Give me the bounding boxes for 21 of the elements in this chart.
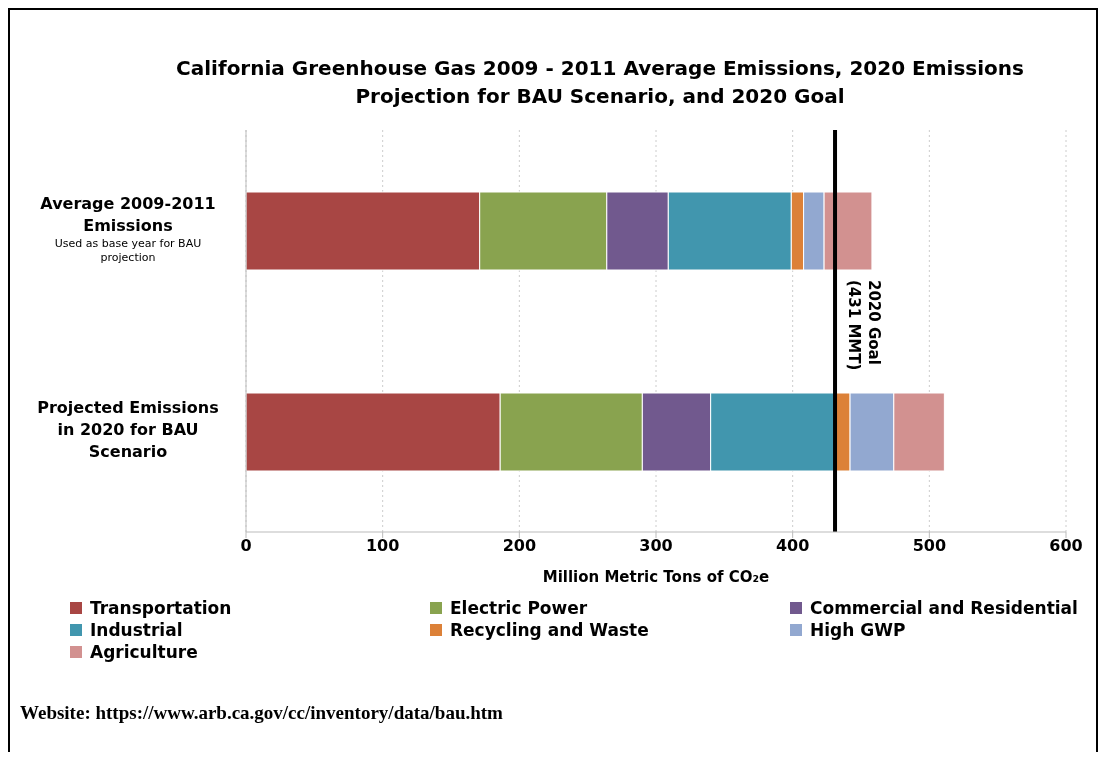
legend-label: Electric Power [450, 598, 588, 618]
legend-label: Recycling and Waste [450, 620, 649, 640]
x-tick-label: 300 [639, 536, 673, 556]
ref-line-label: 2020 Goal (431 MMT) [845, 280, 884, 371]
x-tick-label: 500 [912, 536, 947, 556]
legend-label: Commercial and Residential [810, 598, 1078, 618]
legend-label: Transportation [90, 598, 232, 618]
y-tick-label: Average 2009-2011 Emissions [40, 193, 216, 235]
x-axis-title: Million Metric Tons of CO₂e [542, 568, 770, 586]
x-tick-label: 200 [502, 536, 537, 556]
chart-title: California Greenhouse Gas 2009 - 2011 Average Emissions, 2020 Emissions Projection for BAU Scenario, and 2020 Goal [175, 55, 1025, 110]
legend-label: Industrial [90, 620, 183, 640]
x-tick-label: 600 [1049, 536, 1083, 556]
x-tick-label: 100 [365, 536, 400, 556]
legend-label: Agriculture [90, 642, 198, 662]
text: Website: https://www.arb.ca.gov/cc/inventory/data/bau.htm [20, 702, 503, 724]
x-tick-label: 0 [240, 536, 252, 556]
x-tick-label: 400 [775, 536, 810, 556]
y-tick-label: Projected Emissions in 2020 for BAU Scenario [37, 397, 219, 461]
text: Used as base year for BAU projection [54, 236, 202, 264]
legend-label: High GWP [810, 620, 906, 640]
